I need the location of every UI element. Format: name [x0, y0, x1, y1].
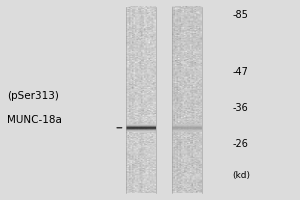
- Text: -47: -47: [232, 67, 248, 77]
- Text: (kd): (kd): [232, 171, 250, 180]
- Text: MUNC-18a: MUNC-18a: [7, 115, 62, 125]
- Text: (pSer313): (pSer313): [7, 91, 59, 101]
- Text: -36: -36: [232, 103, 248, 113]
- Text: -26: -26: [232, 139, 248, 149]
- Text: -85: -85: [232, 10, 248, 20]
